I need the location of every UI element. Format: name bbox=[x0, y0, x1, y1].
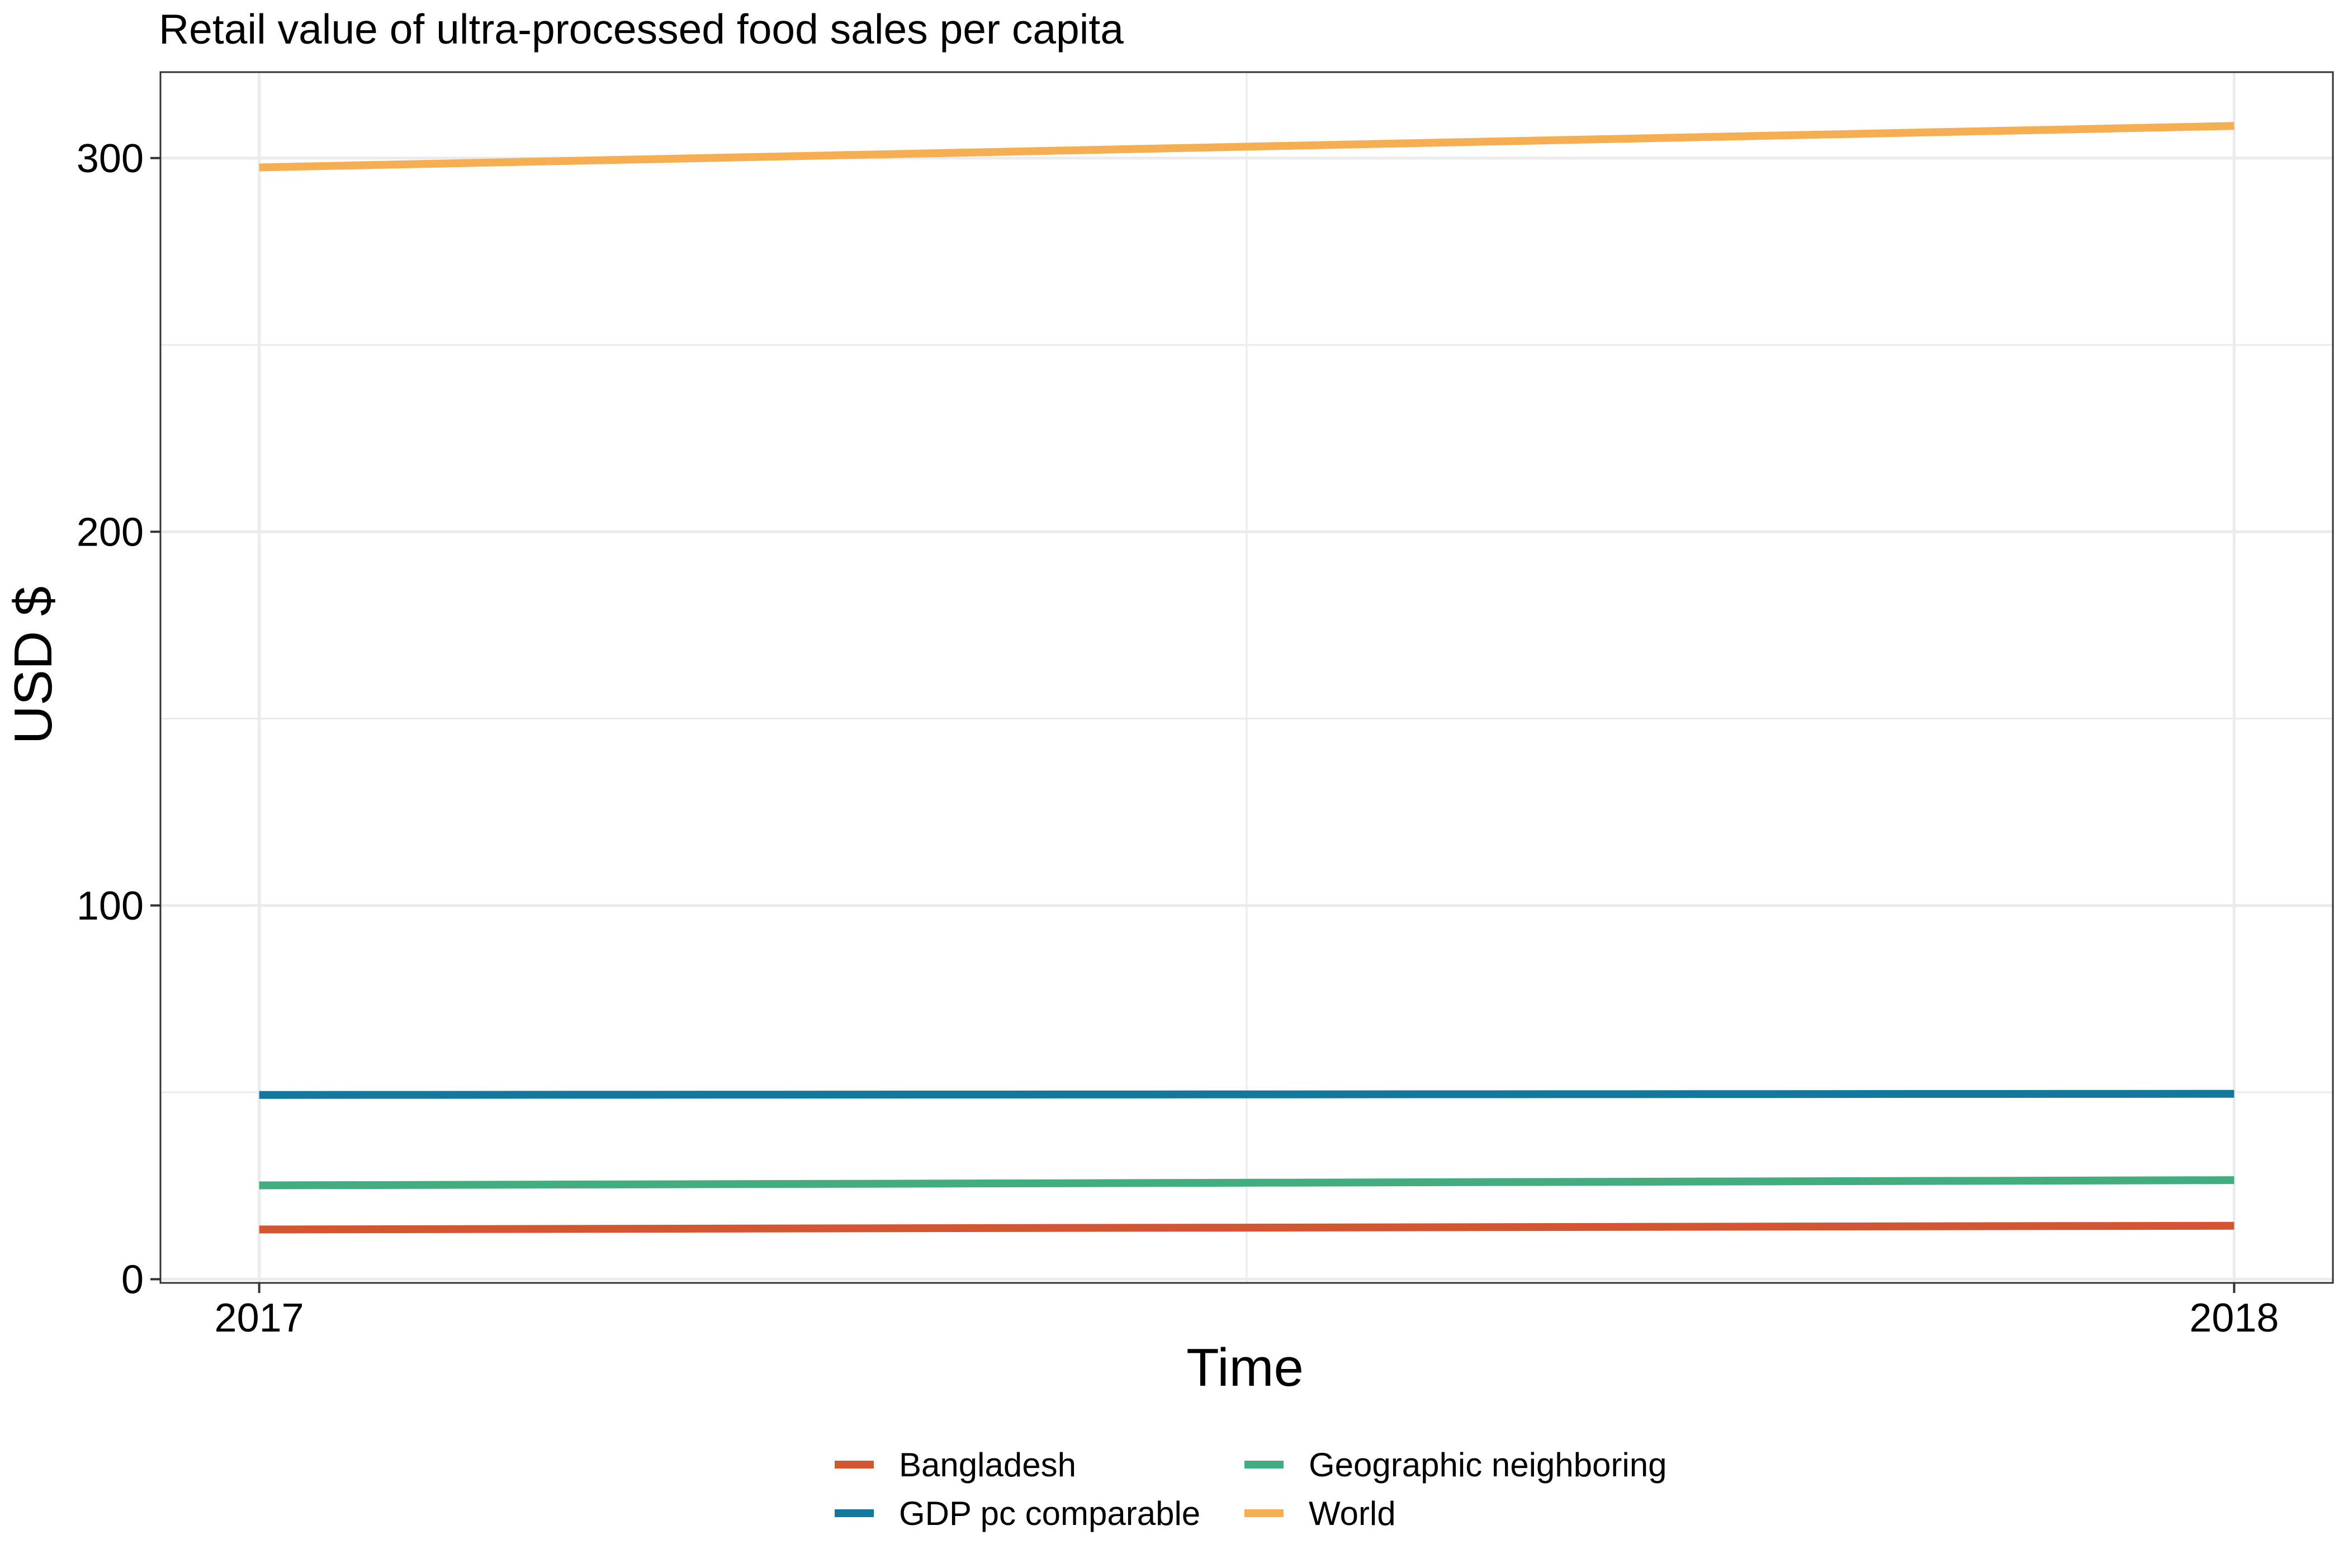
legend: Bangladesh GDP pc comparable Geographic ne… bbox=[835, 1446, 1667, 1532]
series-line-geographic-neighboring bbox=[259, 1176, 2235, 1190]
y-tick-label: 100 bbox=[77, 884, 144, 929]
x-tick-label: 2018 bbox=[2189, 1296, 2279, 1340]
y-axis-title: USD $ bbox=[3, 586, 63, 745]
legend-label: World bbox=[1309, 1495, 1396, 1532]
y-tick-label: 200 bbox=[77, 510, 144, 555]
chart-title: Retail value of ultra-processed food sal… bbox=[159, 6, 1124, 53]
plot-border bbox=[159, 71, 2334, 1284]
y-tick-label: 0 bbox=[121, 1257, 144, 1302]
legend-label: GDP pc comparable bbox=[899, 1495, 1200, 1532]
legend-label: Geographic neighboring bbox=[1309, 1446, 1667, 1484]
x-axis-title: Time bbox=[1186, 1338, 1304, 1398]
x-tick-label: 2017 bbox=[215, 1296, 304, 1340]
legend-label: Bangladesh bbox=[899, 1446, 1076, 1484]
series-line-bangladesh bbox=[259, 1221, 2235, 1234]
plot-area: 0 100 200 300 2017 2018 bbox=[77, 71, 2334, 1340]
series-line-world bbox=[259, 122, 2235, 172]
y-tick-label: 300 bbox=[77, 136, 144, 181]
series-line-gdp-pc-comparable bbox=[259, 1089, 2235, 1099]
